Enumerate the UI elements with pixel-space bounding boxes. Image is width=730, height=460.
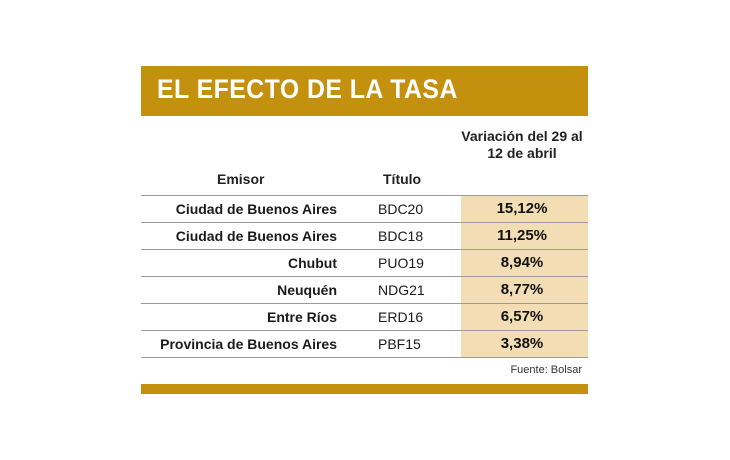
cell-emisor: Ciudad de Buenos Aires xyxy=(175,228,337,244)
cell-titulo: BDC20 xyxy=(378,201,424,217)
row-divider xyxy=(141,357,588,358)
variacion-cell-bg xyxy=(461,277,588,304)
row-divider xyxy=(141,195,588,196)
table-row: Provincia de Buenos Aires PBF15 3,38% xyxy=(141,331,588,358)
cell-emisor: Entre Ríos xyxy=(266,309,337,325)
cell-titulo: ERD16 xyxy=(378,309,424,325)
cell-variacion: 11,25% xyxy=(496,227,548,244)
table-row: Chubut PUO19 8,94% xyxy=(141,250,588,277)
cell-variacion: 6,57% xyxy=(500,308,544,325)
cell-titulo: PUO19 xyxy=(378,255,424,271)
header-titulo: Título xyxy=(383,171,422,187)
header-emisor: Emisor xyxy=(217,171,265,187)
cell-emisor: Neuquén xyxy=(277,282,337,298)
cell-variacion: 3,38% xyxy=(500,335,544,352)
table-row: Neuquén NDG21 8,77% xyxy=(141,277,588,304)
cell-variacion: 8,94% xyxy=(500,254,544,271)
row-divider xyxy=(141,330,588,331)
row-divider xyxy=(141,276,588,277)
table-card: EL EFECTO DE LA TASA Emisor Título Varia… xyxy=(141,66,588,394)
cell-emisor: Provincia de Buenos Aires xyxy=(160,336,337,352)
title-bar: EL EFECTO DE LA TASA xyxy=(141,66,588,116)
cell-titulo: PBF15 xyxy=(378,336,421,352)
row-divider xyxy=(141,249,588,250)
cell-variacion: 8,77% xyxy=(500,281,544,298)
table-row: Entre Ríos ERD16 6,57% xyxy=(141,304,588,331)
table-row: Ciudad de Buenos Aires BDC18 11,25% xyxy=(141,223,588,250)
variacion-cell-bg xyxy=(461,250,588,277)
row-divider xyxy=(141,303,588,304)
cell-emisor: Ciudad de Buenos Aires xyxy=(175,201,337,217)
cell-variacion: 15,12% xyxy=(496,200,548,217)
variacion-cell-bg xyxy=(461,304,588,331)
source-note: Fuente: Bolsar xyxy=(510,364,582,376)
variacion-cell-bg xyxy=(461,196,588,223)
table-title: EL EFECTO DE LA TASA xyxy=(157,74,458,104)
header-variacion: Variación del 29 al 12 de abril xyxy=(461,128,583,161)
variacion-cell-bg xyxy=(461,331,588,358)
bottom-bar xyxy=(141,384,588,394)
row-divider xyxy=(141,222,588,223)
variacion-cell-bg xyxy=(461,223,588,250)
cell-emisor: Chubut xyxy=(288,255,337,271)
cell-titulo: BDC18 xyxy=(378,228,424,244)
cell-titulo: NDG21 xyxy=(378,282,425,298)
table-row: Ciudad de Buenos Aires BDC20 15,12% xyxy=(141,196,588,223)
